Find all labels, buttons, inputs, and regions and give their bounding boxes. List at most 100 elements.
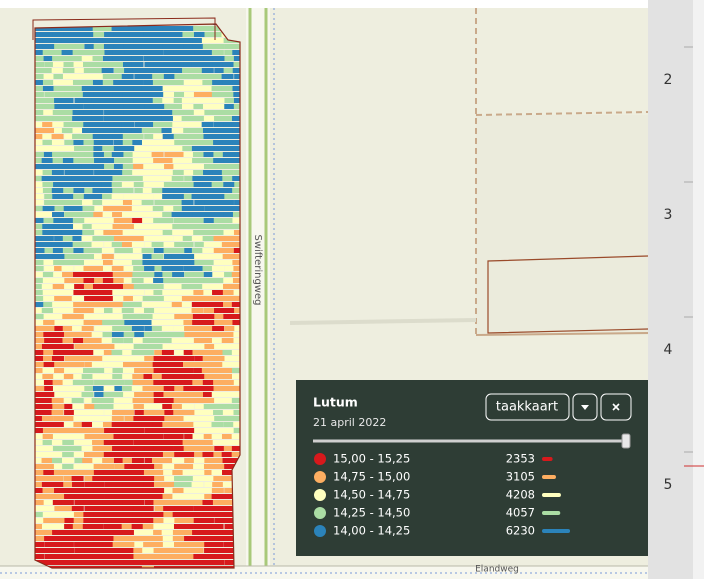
heat-cell [112, 554, 125, 559]
heat-cell [161, 266, 174, 271]
heat-cell [53, 314, 66, 319]
heat-cell [72, 434, 85, 439]
heat-cell [35, 44, 45, 49]
heat-cell [72, 44, 85, 49]
heat-cell [193, 554, 206, 559]
heat-cell [102, 530, 115, 535]
heat-cell [131, 464, 144, 469]
heat-cell [113, 512, 126, 517]
heat-cell [103, 560, 116, 565]
heat-cell [144, 242, 157, 247]
heat-cell [133, 344, 146, 349]
heat-cell [221, 242, 234, 247]
heat-cell [62, 182, 75, 187]
dropdown-icon[interactable] [581, 405, 589, 410]
heat-cell [183, 416, 196, 421]
heat-cell [132, 68, 145, 73]
heat-cell [153, 530, 166, 535]
heat-cell [35, 374, 45, 379]
heat-cell [181, 506, 194, 511]
heat-cell [35, 428, 46, 433]
heat-cell [93, 560, 106, 565]
heat-cell [221, 434, 234, 439]
heat-cell [132, 338, 145, 343]
parcel-border [475, 332, 649, 336]
taakkaart-button-label[interactable]: taakkaart [496, 400, 558, 415]
heat-cell [203, 218, 216, 223]
heat-cell [35, 38, 46, 43]
heat-cell [35, 452, 47, 457]
heat-cell [61, 128, 74, 133]
heat-cell [72, 80, 85, 85]
slider-handle[interactable] [621, 433, 631, 449]
heat-cell [44, 194, 57, 199]
heat-cell [214, 68, 227, 73]
heat-cell [62, 470, 75, 475]
heat-cell [63, 62, 76, 67]
heat-cell [63, 56, 76, 61]
heat-cell [113, 320, 126, 325]
heat-cell [123, 554, 136, 559]
heat-cell [233, 230, 240, 235]
heat-cell [194, 260, 207, 265]
heat-cell [112, 482, 125, 487]
heat-cell [53, 428, 66, 433]
heat-cell [35, 278, 47, 283]
heat-cell [143, 470, 156, 475]
heat-cell [123, 110, 136, 115]
heat-cell [151, 236, 164, 241]
heat-cell [182, 32, 195, 37]
heat-cell [94, 170, 107, 175]
heat-cell [184, 536, 197, 541]
heat-cell [164, 164, 177, 169]
heat-cell [131, 278, 144, 283]
heat-cell [73, 518, 86, 523]
heat-cell [161, 68, 174, 73]
heat-cell [113, 110, 126, 115]
heat-cell [162, 536, 175, 541]
heat-cell [232, 86, 240, 91]
heat-cell [81, 374, 94, 379]
heat-cell [133, 224, 146, 229]
heat-cell [142, 230, 155, 235]
heat-cell [101, 254, 114, 259]
heat-cell [114, 548, 127, 553]
heat-cell [42, 428, 55, 433]
heat-cell [53, 350, 66, 355]
heat-cell [84, 548, 97, 553]
heat-cell [192, 524, 205, 529]
heat-cell [193, 494, 206, 499]
heat-cell [83, 110, 96, 115]
close-icon[interactable] [612, 403, 620, 411]
heat-cell [91, 116, 104, 121]
heat-cell [162, 428, 175, 433]
heat-cell [42, 134, 55, 139]
heat-cell [182, 278, 195, 283]
heat-cell [103, 518, 116, 523]
heat-cell [133, 182, 146, 187]
heat-cell [141, 506, 154, 511]
heat-cell [162, 98, 175, 103]
heat-cell [91, 266, 104, 271]
heat-cell [152, 128, 165, 133]
heat-cell [62, 380, 75, 385]
taakkaart-button[interactable] [485, 393, 570, 421]
heat-cell [203, 464, 216, 469]
heat-cell [52, 494, 65, 499]
heat-cell [73, 158, 86, 163]
heat-cell [211, 182, 224, 187]
heat-cell [102, 464, 115, 469]
heat-cell [42, 44, 55, 49]
heat-cell [162, 188, 175, 193]
heat-cell [154, 386, 167, 391]
heat-cell [64, 302, 77, 307]
heat-cell [224, 524, 237, 529]
heat-cell [92, 134, 105, 139]
heat-cell [193, 104, 206, 109]
heat-cell [94, 254, 107, 259]
heat-cell [112, 326, 125, 331]
heat-cell [214, 416, 227, 421]
heat-cell [151, 326, 164, 331]
heat-cell [224, 464, 237, 469]
heat-cell [213, 74, 226, 79]
